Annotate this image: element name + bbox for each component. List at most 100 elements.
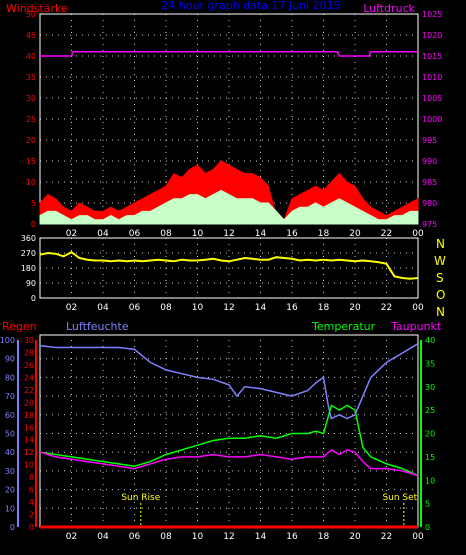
dir-letter-w: W — [434, 254, 446, 268]
graph-title: 24 hour graph data 17 Juni 2015 — [161, 0, 340, 12]
rain-y-tick: 8 — [29, 473, 34, 482]
wind-y-tick: 20 — [26, 136, 36, 145]
temp-y-tick: 30 — [425, 383, 435, 392]
pressure-y-tick: 1010 — [422, 73, 442, 82]
rain-y-tick: 30 — [24, 336, 34, 345]
humidity-y-tick: 90 — [5, 355, 15, 364]
humidity-y-tick: 20 — [5, 486, 15, 495]
wind-x-tick: 16 — [286, 229, 298, 239]
dir-x-tick: 20 — [349, 303, 361, 313]
dir-letter-o: O — [436, 288, 445, 302]
dir-x-tick: 10 — [192, 303, 204, 313]
rain-y-tick: 2 — [29, 511, 34, 520]
sun-set-label: Sun Set — [382, 493, 417, 503]
climate-x-tick: 22 — [381, 532, 392, 542]
humidity-y-tick: 30 — [5, 467, 15, 476]
temperature-label: Temperatur — [311, 320, 376, 333]
wind-y-tick: 50 — [26, 10, 36, 19]
wind-y-tick: 5 — [31, 199, 36, 208]
pressure-y-tick: 1005 — [422, 94, 442, 103]
climate-x-tick: 10 — [192, 532, 204, 542]
temperature-series — [39, 404, 419, 477]
dir-y-tick: 180 — [21, 264, 36, 273]
humidity-y-tick: 70 — [5, 392, 15, 401]
climate-x-tick: 20 — [349, 532, 361, 542]
temp-y-tick: 10 — [425, 476, 435, 485]
dir-y-tick: 360 — [21, 234, 36, 243]
rain-y-tick: 18 — [24, 411, 34, 420]
pressure-y-tick: 975 — [422, 220, 437, 229]
pressure-axis-title: Luftdruck — [363, 2, 415, 15]
dir-x-tick: 06 — [129, 303, 141, 313]
humidity-y-tick: 40 — [5, 448, 15, 457]
dir-x-tick: 08 — [160, 303, 172, 313]
temp-y-tick: 20 — [425, 430, 435, 439]
dir-x-tick: 04 — [97, 303, 109, 313]
climate-x-tick: 00 — [412, 532, 424, 542]
pressure-y-tick: 995 — [422, 136, 437, 145]
dir-x-tick: 12 — [223, 303, 234, 313]
climate-x-tick: 04 — [97, 532, 109, 542]
temp-y-tick: 25 — [425, 406, 435, 415]
pressure-y-tick: 1015 — [422, 52, 442, 61]
temp-y-tick: 15 — [425, 453, 435, 462]
wind-y-tick: 35 — [26, 73, 36, 82]
wind-y-tick: 40 — [26, 52, 36, 61]
wind-x-tick: 10 — [192, 229, 204, 239]
dir-x-tick: 14 — [255, 303, 267, 313]
climate-x-tick: 14 — [255, 532, 267, 542]
humidity-series — [39, 343, 419, 420]
dir-x-tick: 02 — [66, 303, 77, 313]
climate-x-tick: 16 — [286, 532, 298, 542]
rain-y-tick: 14 — [24, 436, 34, 445]
wind-x-tick: 12 — [223, 229, 234, 239]
humidity-y-tick: 60 — [5, 411, 15, 420]
rain-y-tick: 10 — [24, 461, 34, 470]
pressure-y-tick: 1000 — [422, 115, 442, 124]
rain-y-tick: 12 — [24, 448, 34, 457]
wind-y-tick: 30 — [26, 94, 36, 103]
humidity-label: Luftfeuchte — [66, 320, 129, 333]
climate-x-tick: 06 — [129, 532, 141, 542]
direction-series — [39, 251, 419, 280]
dir-y-tick: 270 — [21, 249, 36, 258]
pressure-y-tick: 985 — [422, 178, 437, 187]
pressure-y-tick: 1025 — [422, 10, 442, 19]
rain-y-tick: 26 — [24, 361, 34, 370]
wind-x-tick: 02 — [66, 229, 77, 239]
humidity-y-tick: 10 — [5, 504, 15, 513]
dir-x-tick: 18 — [318, 303, 330, 313]
wind-x-tick: 22 — [381, 229, 392, 239]
rain-label: Regen — [2, 320, 37, 333]
dir-x-tick: 00 — [412, 303, 424, 313]
sun-rise-label: Sun Rise — [121, 493, 160, 503]
humidity-y-tick: 50 — [5, 430, 15, 439]
dir-letter-n-bottom: N — [436, 305, 445, 319]
wind-avg-series — [39, 189, 419, 225]
dir-x-tick: 16 — [286, 303, 298, 313]
rain-y-tick: 4 — [29, 498, 34, 507]
wind-x-tick: 04 — [97, 229, 109, 239]
pressure-y-tick: 980 — [422, 199, 437, 208]
dir-y-tick: 0 — [31, 294, 36, 303]
temp-y-tick: 0 — [425, 523, 430, 532]
rain-y-tick: 0 — [29, 523, 34, 532]
humidity-y-tick: 100 — [0, 336, 15, 345]
wind-y-tick: 0 — [31, 220, 36, 229]
wind-y-tick: 15 — [26, 157, 36, 166]
climate-panel: 02 04 06 08 10 12 14 16 18 20 22 000102030405060708… — [0, 336, 435, 542]
temp-y-tick: 35 — [425, 359, 435, 368]
wind-x-tick: 20 — [349, 229, 361, 239]
temp-y-tick: 40 — [425, 336, 435, 345]
wind-y-tick: 25 — [26, 115, 36, 124]
climate-x-tick: 12 — [223, 532, 234, 542]
dir-letter-n-top: N — [436, 237, 445, 251]
climate-x-tick: 08 — [160, 532, 172, 542]
rain-y-tick: 6 — [29, 486, 34, 495]
dir-letter-s: S — [436, 271, 444, 285]
wind-x-tick: 18 — [318, 229, 330, 239]
climate-x-tick: 02 — [66, 532, 77, 542]
rain-y-tick: 20 — [24, 398, 34, 407]
